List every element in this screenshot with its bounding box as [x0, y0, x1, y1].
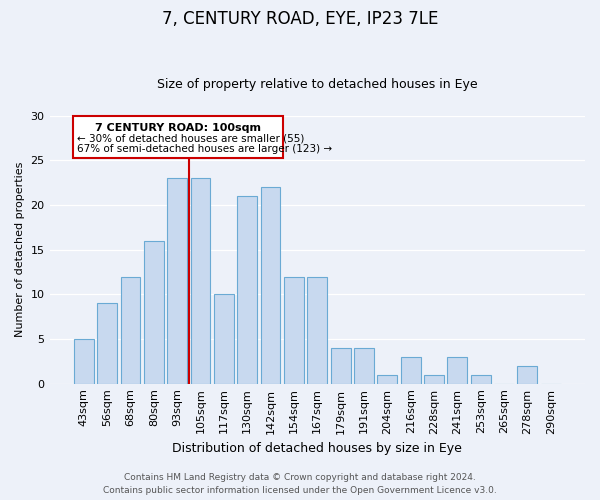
Bar: [517, 366, 538, 384]
Bar: [214, 294, 234, 384]
Bar: [144, 241, 164, 384]
X-axis label: Distribution of detached houses by size in Eye: Distribution of detached houses by size …: [172, 442, 462, 455]
Y-axis label: Number of detached properties: Number of detached properties: [15, 162, 25, 338]
Bar: [121, 276, 140, 384]
Text: 67% of semi-detached houses are larger (123) →: 67% of semi-detached houses are larger (…: [77, 144, 332, 154]
Bar: [471, 375, 491, 384]
Bar: [401, 357, 421, 384]
Text: 7 CENTURY ROAD: 100sqm: 7 CENTURY ROAD: 100sqm: [95, 123, 262, 133]
Bar: [191, 178, 211, 384]
Bar: [167, 178, 187, 384]
Bar: [238, 196, 257, 384]
Bar: [331, 348, 350, 384]
Bar: [307, 276, 327, 384]
Bar: [377, 375, 397, 384]
Bar: [260, 187, 280, 384]
Text: Contains HM Land Registry data © Crown copyright and database right 2024.
Contai: Contains HM Land Registry data © Crown c…: [103, 474, 497, 495]
Bar: [97, 304, 117, 384]
Bar: [448, 357, 467, 384]
Bar: [74, 339, 94, 384]
Bar: [354, 348, 374, 384]
Bar: [424, 375, 444, 384]
Text: ← 30% of detached houses are smaller (55): ← 30% of detached houses are smaller (55…: [77, 134, 304, 143]
Bar: [73, 116, 283, 158]
Text: 7, CENTURY ROAD, EYE, IP23 7LE: 7, CENTURY ROAD, EYE, IP23 7LE: [162, 10, 438, 28]
Bar: [284, 276, 304, 384]
Title: Size of property relative to detached houses in Eye: Size of property relative to detached ho…: [157, 78, 478, 91]
